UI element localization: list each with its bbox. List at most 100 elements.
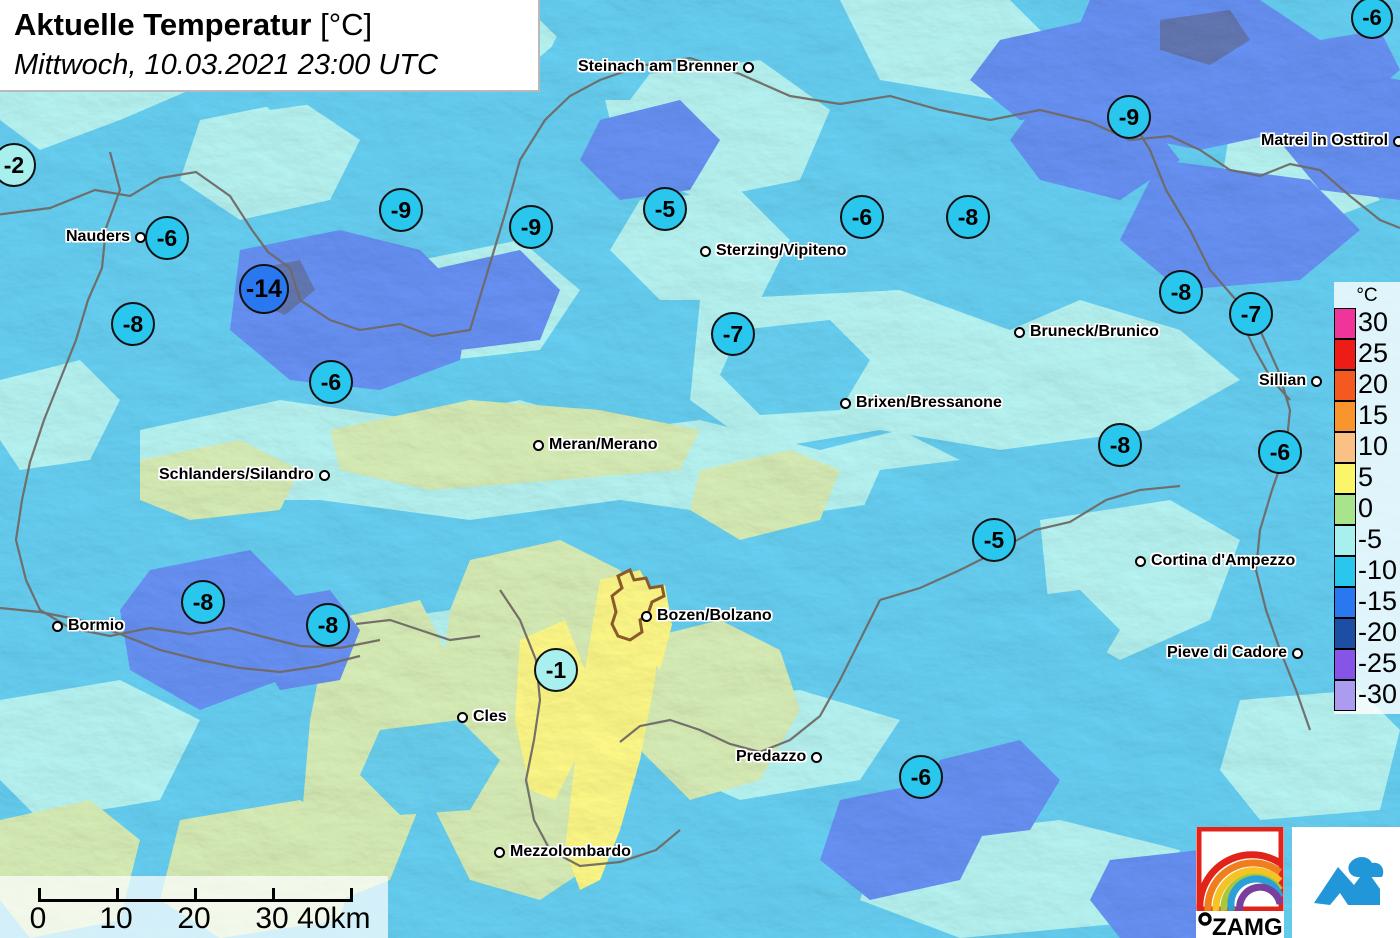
colorbar-swatch <box>1334 432 1356 463</box>
page-title: Aktuelle Temperatur [°C] <box>14 4 530 46</box>
province-weather-logo <box>1292 827 1400 938</box>
scale-tick <box>116 888 119 902</box>
city-name-text: Bormio <box>68 617 124 634</box>
city-name-text: Meran/Merano <box>549 436 658 453</box>
temperature-station-marker[interactable]: -1 <box>534 648 578 692</box>
city-label: Pieve di Cadore <box>1167 644 1304 662</box>
temperature-station-marker[interactable]: -8 <box>306 603 350 647</box>
scale-tick-label: 20 <box>177 902 211 935</box>
zamg-logo: ZAMG <box>1196 827 1284 938</box>
city-label: Bormio <box>52 617 124 635</box>
colorbar-entry: -25 <box>1334 648 1400 680</box>
temperature-station-marker[interactable]: -7 <box>711 312 755 356</box>
colorbar-swatch <box>1334 494 1356 525</box>
colorbar-entry: 0 <box>1334 493 1400 525</box>
city-name-text: Matrei in Osttirol <box>1261 132 1389 149</box>
scale-rule <box>38 888 353 902</box>
city-name-text: Bozen/Bolzano <box>657 607 772 624</box>
scale-tick <box>38 888 41 902</box>
temperature-colorbar: °C 30 25 20 15 10 5 0 -5 -10 -15 -20 -25 -30 <box>1334 282 1400 714</box>
temperature-station-marker[interactable]: -6 <box>1351 0 1393 39</box>
city-label: Brixen/Bressanone <box>840 394 1002 412</box>
city-label: Schlanders/Silandro <box>159 466 330 484</box>
colorbar-tick-label: -20 <box>1358 617 1398 647</box>
colorbar-entry: -5 <box>1334 524 1400 556</box>
colorbar-tick-label: 20 <box>1358 369 1389 399</box>
colorbar-tick-label: 5 <box>1358 462 1374 492</box>
city-label: Nauders <box>66 228 147 246</box>
colorbar-unit-label: °C <box>1356 285 1378 306</box>
city-name-text: Mezzolombardo <box>510 843 631 860</box>
city-marker-icon <box>52 620 63 632</box>
temperature-station-marker[interactable]: -14 <box>239 264 289 314</box>
temperature-station-marker[interactable]: -6 <box>1258 430 1302 474</box>
svg-text:ZAMG: ZAMG <box>1212 914 1283 938</box>
city-label: Bruneck/Brunico <box>1014 323 1159 341</box>
colorbar-tick-label: -10 <box>1358 555 1398 585</box>
colorbar-tick-label: -30 <box>1358 679 1398 709</box>
map-timestamp: Mittwoch, 10.03.2021 23:00 UTC <box>14 49 438 81</box>
colorbar-entry: -10 <box>1334 555 1400 587</box>
temperature-station-marker[interactable]: -6 <box>840 195 884 239</box>
city-marker-icon <box>1311 375 1323 387</box>
city-label: Steinach am Brenner <box>578 58 755 76</box>
colorbar-entry: 25 <box>1334 338 1400 370</box>
temperature-station-marker[interactable]: -8 <box>946 195 990 239</box>
title-unit-text: [°C] <box>320 7 373 42</box>
city-marker-icon <box>533 439 544 451</box>
temperature-station-marker[interactable]: -7 <box>1229 292 1273 336</box>
city-label: Bozen/Bolzano <box>641 607 772 625</box>
colorbar-entry: 30 <box>1334 307 1400 339</box>
temperature-station-marker[interactable]: -8 <box>111 302 155 346</box>
city-name-text: Bruneck/Brunico <box>1030 323 1159 340</box>
colorbar-swatch <box>1334 680 1356 711</box>
colorbar-swatch <box>1334 339 1356 370</box>
city-marker-icon <box>135 231 147 243</box>
scale-tick <box>194 888 197 902</box>
city-marker-icon <box>811 751 823 763</box>
colorbar-swatch <box>1334 587 1356 618</box>
city-label: Cles <box>457 708 507 726</box>
temperature-station-marker[interactable]: -6 <box>309 360 353 404</box>
colorbar-entry: -30 <box>1334 679 1400 711</box>
temperature-station-marker[interactable]: -9 <box>1107 95 1151 139</box>
colorbar-swatch <box>1334 308 1356 339</box>
temperature-station-marker[interactable]: -9 <box>509 205 553 249</box>
colorbar-swatch <box>1334 463 1356 494</box>
city-label: Sterzing/Vipiteno <box>700 242 846 260</box>
colorbar-swatch <box>1334 556 1356 587</box>
city-name-text: Cles <box>473 708 507 725</box>
colorbar-tick-label: -25 <box>1358 648 1398 678</box>
colorbar-swatch <box>1334 525 1356 556</box>
temperature-station-marker[interactable]: -8 <box>181 580 225 624</box>
city-marker-icon <box>700 245 711 257</box>
colorbar-entry: 15 <box>1334 400 1400 432</box>
scale-tick-label: 40km <box>297 902 371 935</box>
city-name-text: Schlanders/Silandro <box>159 466 314 483</box>
city-name-text: Pieve di Cadore <box>1167 644 1288 661</box>
colorbar-tick-label: 30 <box>1358 307 1389 337</box>
temperature-station-marker[interactable]: -8 <box>1098 423 1142 467</box>
temperature-station-marker[interactable]: -5 <box>972 518 1016 562</box>
temperature-station-marker[interactable]: -5 <box>643 187 687 231</box>
city-marker-icon <box>1292 647 1304 659</box>
temperature-station-marker[interactable]: -8 <box>1159 270 1203 314</box>
city-marker-icon <box>1393 135 1400 147</box>
city-label: Matrei in Osttirol <box>1261 132 1400 150</box>
colorbar-swatch <box>1334 618 1356 649</box>
scale-tick-label: 0 <box>29 902 47 935</box>
city-name-text: Nauders <box>66 228 131 245</box>
colorbar-entry: 5 <box>1334 462 1400 494</box>
colorbar-swatch <box>1334 649 1356 680</box>
temperature-station-marker[interactable]: -6 <box>899 755 943 799</box>
colorbar-tick-label: 10 <box>1358 431 1389 461</box>
city-name-text: Sillian <box>1259 372 1307 389</box>
temperature-station-marker[interactable]: -2 <box>0 143 36 187</box>
temperature-station-marker[interactable]: -9 <box>379 188 423 232</box>
city-name-text: Brixen/Bressanone <box>856 394 1002 411</box>
scale-tick <box>350 888 353 902</box>
city-marker-icon <box>457 711 468 723</box>
temperature-station-marker[interactable]: -6 <box>145 216 189 260</box>
colorbar-entry: 20 <box>1334 369 1400 401</box>
